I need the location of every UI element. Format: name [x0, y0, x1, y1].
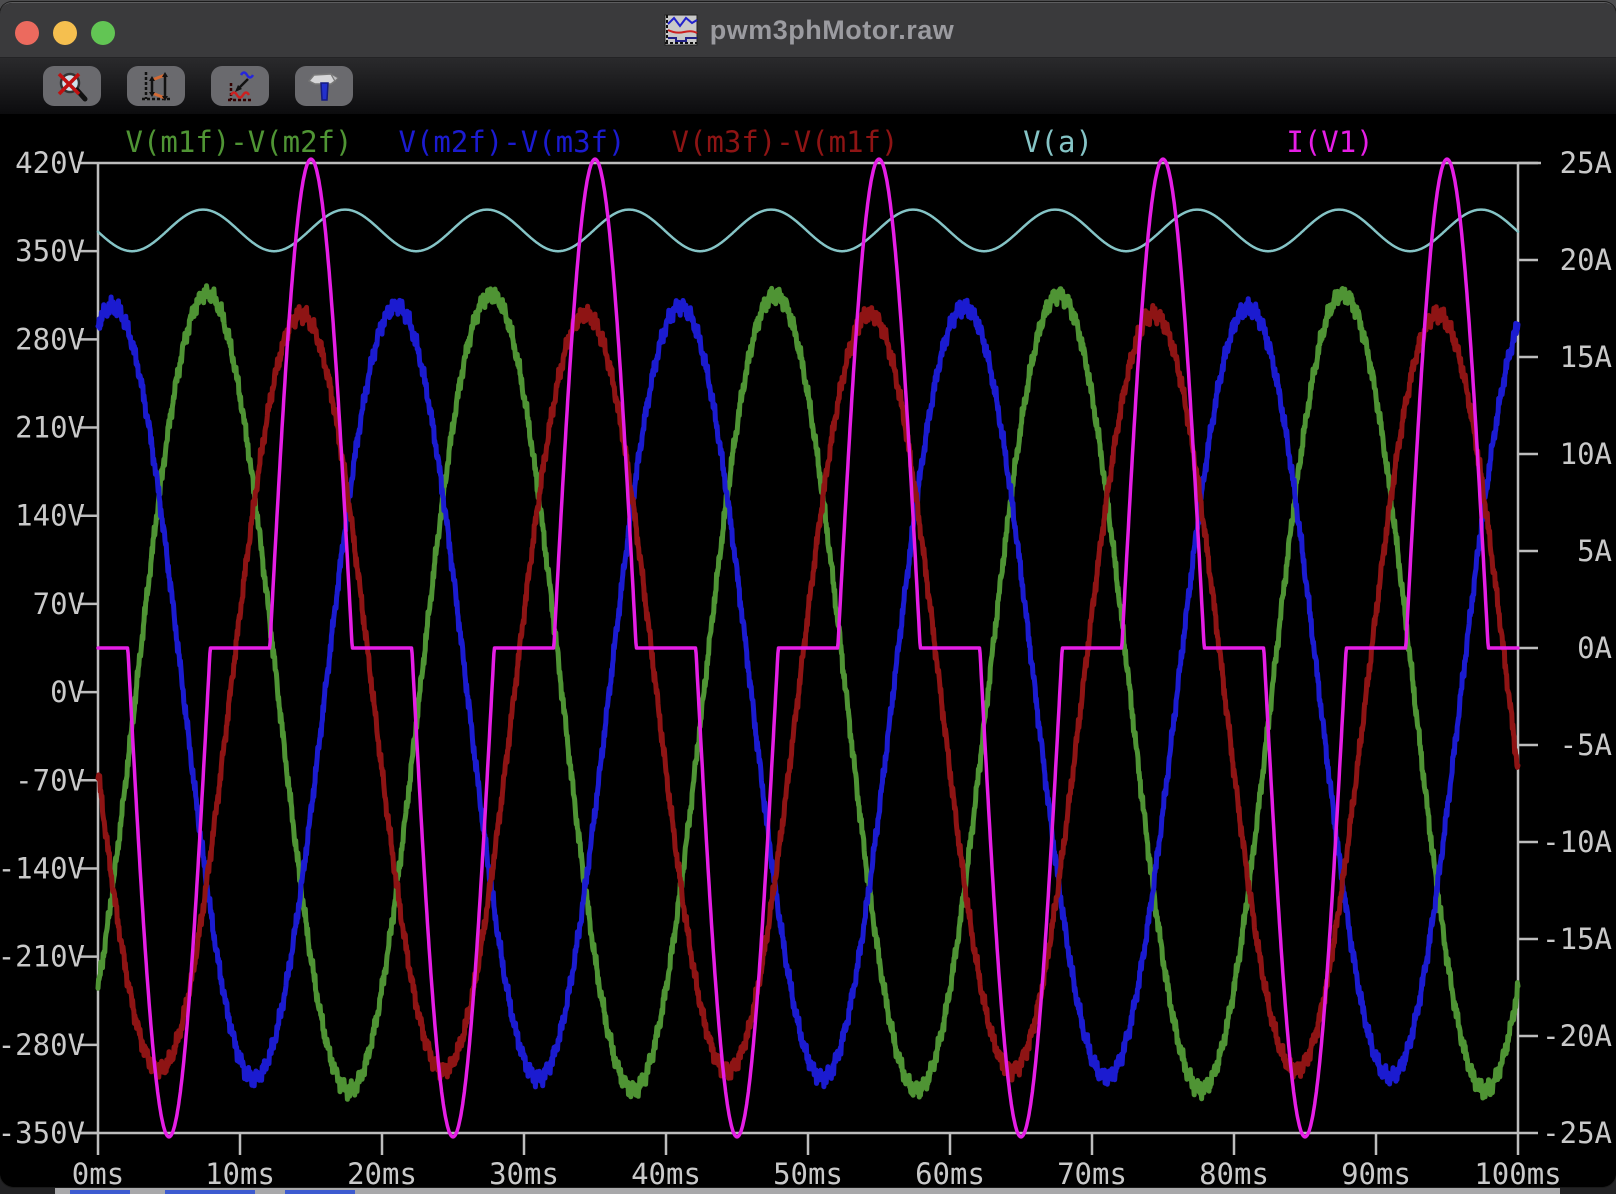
right-axis-label: 25A — [1560, 146, 1612, 180]
time-axis-label: 70ms — [1057, 1157, 1127, 1187]
right-axis-label: -5A — [1560, 728, 1612, 762]
left-axis-label: 70V — [33, 587, 85, 621]
magnifier-x-icon — [53, 69, 91, 103]
legend-item[interactable]: V(a) — [1023, 125, 1093, 159]
time-axis-label: 0ms — [72, 1157, 124, 1187]
left-axis-label: 0V — [50, 675, 85, 709]
left-axis-label: -140V — [0, 851, 85, 885]
right-axis-label: 15A — [1560, 340, 1612, 374]
zoom-back-button[interactable] — [43, 66, 101, 106]
time-axis-label: 20ms — [347, 1157, 417, 1187]
time-axis-label: 60ms — [915, 1157, 985, 1187]
toolbar — [0, 58, 1616, 114]
left-axis-label: 420V — [15, 146, 85, 180]
background-window-text-fragment — [70, 1190, 130, 1194]
right-axis-label: -20A — [1542, 1019, 1612, 1053]
trace-v-m1f-v-m2f-[interactable] — [98, 286, 1518, 1100]
time-axis-label: 10ms — [205, 1157, 275, 1187]
left-axis-label: 140V — [15, 499, 85, 533]
background-window-text-fragment — [285, 1190, 355, 1194]
time-axis-label: 100ms — [1474, 1157, 1561, 1187]
title-group: pwm3phMotor.raw — [0, 3, 1616, 57]
control-panel-button[interactable] — [295, 66, 353, 106]
right-axis-label: 20A — [1560, 243, 1612, 277]
hammer-icon — [305, 69, 343, 103]
left-axis-label: 210V — [15, 411, 85, 445]
left-axis-label: -70V — [15, 763, 85, 797]
background-window-text-fragment — [165, 1190, 255, 1194]
time-axis-label: 80ms — [1199, 1157, 1269, 1187]
right-axis-label: 5A — [1577, 534, 1612, 568]
waveform-document-icon — [662, 14, 698, 46]
trace-v-a-[interactable] — [98, 210, 1518, 252]
plot-settings-button[interactable] — [211, 66, 269, 106]
background-window-sliver — [55, 1186, 1560, 1194]
legend-item[interactable]: V(m1f)-V(m2f) — [126, 125, 353, 159]
left-axis-label: -280V — [0, 1028, 85, 1062]
left-axis-label: -210V — [0, 940, 85, 974]
app-window: pwm3phMotor.raw — [0, 2, 1616, 1187]
right-axis-label: 0A — [1577, 631, 1612, 665]
left-axis-label: 280V — [15, 322, 85, 356]
autorange-axes-icon — [137, 69, 175, 103]
right-axis-label: -10A — [1542, 825, 1612, 859]
left-axis-label: -350V — [0, 1116, 85, 1150]
waveform-canvas[interactable]: 420V 350V 280V 210V 140V 70V 0V -70V -140V -210V -… — [0, 114, 1616, 1187]
time-axis-label: 90ms — [1341, 1157, 1411, 1187]
trace-i-v1-[interactable] — [98, 159, 1518, 1137]
waveform-plot-pane[interactable]: 420V 350V 280V 210V 140V 70V 0V -70V -140V -210V -… — [0, 114, 1616, 1187]
time-axis-label: 30ms — [489, 1157, 559, 1187]
waveform-arrow-icon — [221, 69, 259, 103]
left-axis-label: 350V — [15, 234, 85, 268]
legend-item[interactable]: V(m2f)-V(m3f) — [399, 125, 626, 159]
right-axis-label: 10A — [1560, 437, 1612, 471]
right-axis-label: -15A — [1542, 922, 1612, 956]
titlebar[interactable]: pwm3phMotor.raw — [0, 3, 1616, 58]
time-axis-label: 40ms — [631, 1157, 701, 1187]
legend-item[interactable]: I(V1) — [1286, 125, 1373, 159]
window-title: pwm3phMotor.raw — [710, 15, 955, 46]
right-axis-label: -25A — [1542, 1116, 1612, 1150]
time-axis-label: 50ms — [773, 1157, 843, 1187]
autorange-button[interactable] — [127, 66, 185, 106]
legend-item[interactable]: V(m3f)-V(m1f) — [672, 125, 899, 159]
